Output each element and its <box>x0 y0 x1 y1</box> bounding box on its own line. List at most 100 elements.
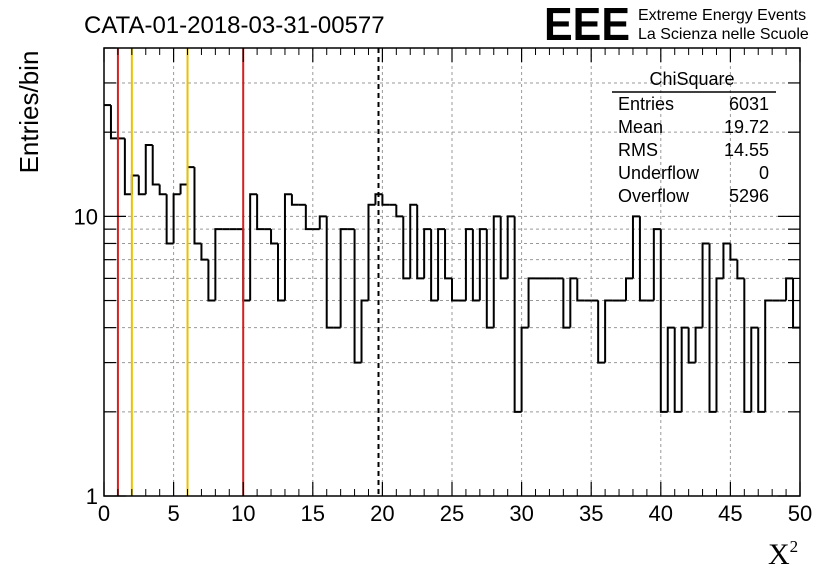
x-tick-label: 45 <box>718 501 742 526</box>
histogram-bin <box>130 174 139 195</box>
histogram-bin <box>374 193 383 205</box>
histogram-bin <box>750 326 759 412</box>
x-tick-label: 25 <box>440 501 464 526</box>
histogram-bin <box>513 216 522 413</box>
histogram-bin <box>792 278 800 329</box>
histogram-bin <box>172 193 181 244</box>
histogram-bin <box>736 259 745 280</box>
histogram-bin <box>604 299 613 363</box>
stats-value-mean: 19.72 <box>724 117 769 137</box>
x-tick-label: 10 <box>231 501 255 526</box>
x-tick-label: 30 <box>509 501 533 526</box>
stats-label-overflow: Overflow <box>618 186 690 206</box>
histogram-bin <box>444 229 452 280</box>
histogram-bin <box>659 229 668 413</box>
histogram-bin <box>597 300 606 364</box>
y-tick-label: 1 <box>86 484 98 509</box>
histogram-bin <box>416 204 425 280</box>
marker-lines <box>116 48 380 496</box>
stats-value-overflow: 5296 <box>729 186 769 206</box>
x-tick-label: 50 <box>788 501 812 526</box>
histogram-bin <box>207 259 216 302</box>
histogram-bin <box>520 326 529 412</box>
histogram-bin <box>395 204 404 218</box>
x-axis-label: X2 <box>768 537 798 571</box>
histogram-bin <box>158 184 167 196</box>
histogram-bin <box>638 216 647 302</box>
histogram-bin <box>576 278 585 302</box>
histogram-bin <box>701 242 710 328</box>
histogram-bin <box>360 299 369 363</box>
histogram-bin <box>562 278 571 329</box>
histogram-bin <box>757 327 766 413</box>
stats-value-entries: 6031 <box>729 94 769 114</box>
histogram-bin <box>353 229 362 364</box>
histogram-bin <box>151 144 160 186</box>
histogram-bin <box>485 229 494 329</box>
histogram-bin <box>569 277 578 328</box>
histogram-bin <box>764 299 773 412</box>
histogram-bin <box>367 203 376 301</box>
x-tick-label: 35 <box>579 501 603 526</box>
stats-label-rms: RMS <box>618 140 658 160</box>
x-tick-label: 5 <box>167 501 179 526</box>
stats-label-underflow: Underflow <box>618 163 700 183</box>
histogram-bin <box>242 229 251 302</box>
histogram-bin <box>499 216 508 280</box>
histogram-bin <box>256 194 265 231</box>
histogram-bin <box>277 243 285 302</box>
histogram-bin <box>785 277 794 301</box>
histogram-bin <box>409 203 418 279</box>
histogram-bars <box>104 104 800 413</box>
histogram-bin <box>478 228 487 301</box>
histogram-bin <box>270 229 278 245</box>
logo-line-2: La Scienza nelle Scuole <box>638 26 809 43</box>
stats-box: ChiSquare Entries 6031 Mean 19.72 RMS 14… <box>612 69 776 206</box>
histogram-bin <box>631 215 640 279</box>
histogram-bin <box>423 228 432 279</box>
y-axis-label: Entries/bin <box>14 51 44 174</box>
x-axis-label-base: X <box>768 538 790 571</box>
histogram-bin <box>109 105 118 140</box>
x-tick-labels: 0 5 10 15 20 25 30 35 40 45 50 <box>98 501 812 526</box>
x-axis-label-superscript: 2 <box>790 537 799 556</box>
histogram-bin <box>165 194 174 245</box>
histogram-bin <box>430 229 439 302</box>
histogram-bin <box>283 193 292 301</box>
histogram-bin <box>673 327 682 413</box>
histogram-bin <box>687 327 696 364</box>
stats-value-rms: 14.55 <box>724 140 769 160</box>
eee-logo-mark: EEE <box>544 0 630 50</box>
histogram-bin <box>715 277 724 412</box>
x-tick-label: 20 <box>370 501 394 526</box>
histogram-bin <box>708 243 717 413</box>
histogram-bin <box>179 183 188 195</box>
stats-label-entries: Entries <box>618 94 674 114</box>
eee-logo: EEE Extreme Energy Events La Scienza nel… <box>544 0 809 50</box>
histogram-bin <box>652 228 661 301</box>
x-tick-label: 15 <box>301 501 325 526</box>
axis-ticks <box>103 47 801 497</box>
histogram-bin <box>144 143 153 195</box>
y-tick-label: 10 <box>74 204 98 229</box>
histogram-bin <box>492 215 501 328</box>
histogram-bin <box>506 215 515 279</box>
stats-title: ChiSquare <box>649 69 734 89</box>
histogram-bin <box>186 166 195 185</box>
histogram-bin <box>381 194 390 206</box>
histogram-bin <box>666 326 675 412</box>
histogram-bin <box>729 243 738 261</box>
histogram-bin <box>249 193 258 301</box>
histogram-bin <box>193 167 202 245</box>
chart-title: CATA-01-2018-03-31-00577 <box>84 12 385 39</box>
logo-line-1: Extreme Energy Events <box>638 7 806 24</box>
histogram-bin <box>625 277 633 301</box>
histogram-bin <box>694 326 703 363</box>
histogram-bin <box>464 228 473 301</box>
histogram-bin <box>290 194 299 206</box>
histogram-bin <box>200 243 209 261</box>
histogram-bin <box>437 228 446 301</box>
histogram-bin <box>304 204 313 231</box>
histogram-bin <box>402 216 411 280</box>
